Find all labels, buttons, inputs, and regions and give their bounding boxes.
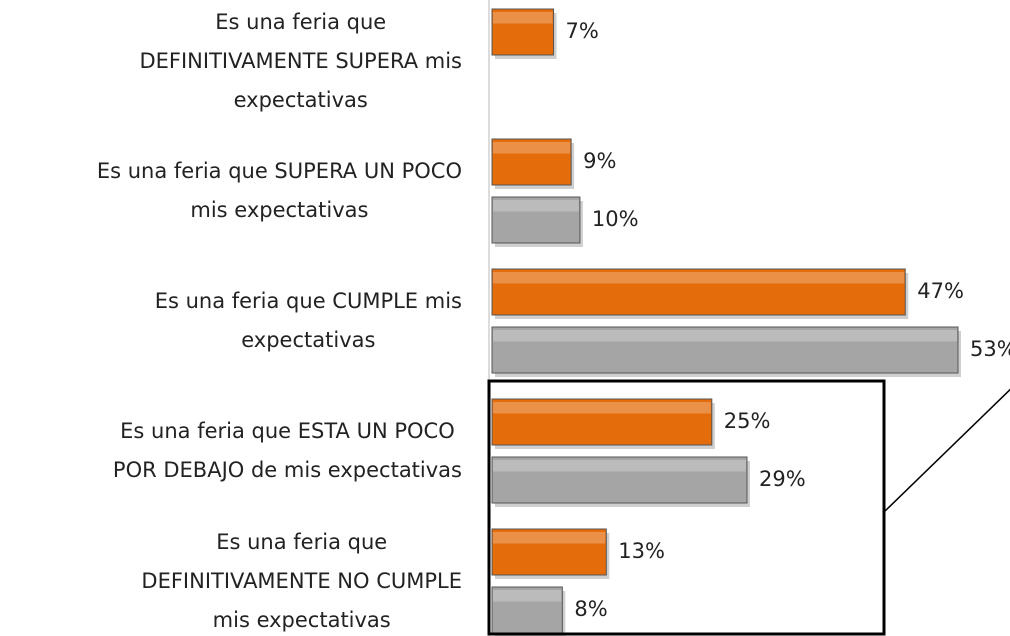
- bar-highlight: [493, 12, 553, 24]
- category-line: POR DEBAJO de mis expectativas: [112, 458, 462, 482]
- value-label: 25%: [724, 409, 771, 433]
- bar-highlight: [493, 460, 746, 472]
- bar-highlight: [493, 272, 905, 284]
- bar: [491, 8, 555, 56]
- category-line: Es una feria que: [216, 529, 388, 554]
- callout-line: [883, 388, 1010, 513]
- bar-highlight: [493, 142, 571, 154]
- bar: [491, 398, 713, 446]
- category-label: Es una feria que SUPERA UN POCO mis expec…: [97, 152, 462, 230]
- category-line: DEFINITIVAMENTE NO CUMPLE: [141, 568, 462, 593]
- bar-highlight: [493, 532, 606, 544]
- bar: [491, 326, 959, 374]
- category-line: expectativas: [233, 87, 368, 112]
- category-line: Es una feria que CUMPLE mis: [154, 289, 462, 313]
- bar: [491, 456, 748, 504]
- bar-highlight: [493, 402, 711, 414]
- bar: [491, 268, 906, 316]
- category-label: Es una feria que DEFINITIVAMENTE SUPERA m…: [139, 3, 462, 120]
- bar-highlight: [493, 590, 562, 602]
- value-label: 7%: [566, 19, 599, 43]
- bar-highlight: [493, 200, 579, 212]
- value-label: 10%: [592, 207, 639, 231]
- category-label: Es una feria que CUMPLE mis expectativas: [155, 282, 462, 360]
- category-line: expectativas: [241, 328, 376, 352]
- bar-highlight: [493, 330, 957, 342]
- category-line: Es una feria que: [215, 9, 387, 34]
- category-line: mis expectativas: [212, 607, 391, 632]
- highlight-box: [487, 379, 886, 636]
- value-label: 13%: [618, 539, 665, 563]
- value-label: 8%: [574, 597, 607, 621]
- bar: [491, 196, 581, 244]
- bar: [491, 528, 607, 576]
- value-label: 29%: [759, 467, 806, 491]
- value-label: 53%: [970, 337, 1010, 361]
- value-label: 47%: [917, 279, 964, 303]
- category-line: Es una feria que SUPERA UN POCO: [96, 159, 462, 183]
- category-line: DEFINITIVAMENTE SUPERA mis: [139, 48, 462, 73]
- category-line: Es una feria que ESTA UN POCO: [120, 419, 455, 443]
- category-label: Es una feria que DEFINITIVAMENTE NO CUMPL…: [141, 523, 462, 636]
- bar: [491, 138, 572, 186]
- category-label: Es una feria que ESTA UN POCO POR DEBAJO …: [113, 412, 462, 490]
- category-line: mis expectativas: [190, 198, 369, 222]
- value-label: 9%: [583, 149, 616, 173]
